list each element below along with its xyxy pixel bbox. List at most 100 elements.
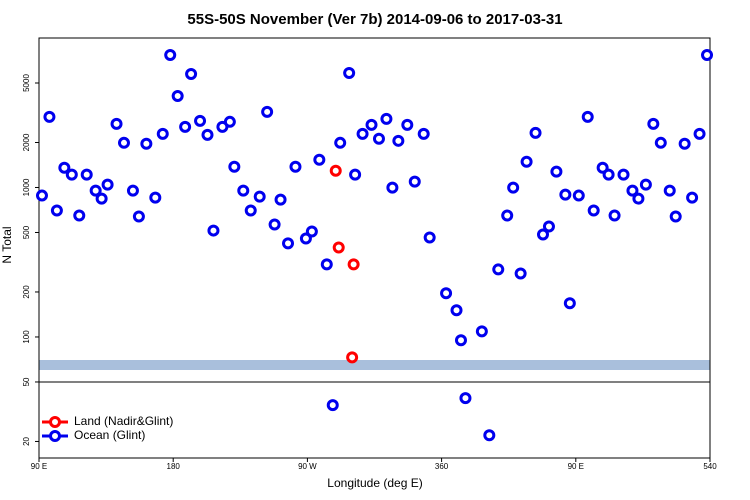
point: [343, 66, 356, 79]
point: [149, 191, 162, 204]
point: [514, 267, 527, 280]
point: [253, 190, 266, 203]
y-tick-label: 100: [22, 330, 31, 344]
point: [228, 160, 241, 173]
point: [305, 225, 318, 238]
point: [194, 114, 207, 127]
point: [450, 304, 463, 317]
y-tick-label: 500: [22, 225, 31, 239]
chart-title: 55S-50S November (Ver 7b) 2014-09-06 to …: [187, 11, 562, 28]
point: [201, 128, 214, 141]
point: [572, 189, 585, 202]
x-tick-label: 180: [167, 462, 181, 471]
point: [550, 165, 563, 178]
point: [95, 192, 108, 205]
point: [492, 263, 505, 276]
point: [268, 218, 281, 231]
point: [632, 192, 645, 205]
point: [423, 231, 436, 244]
point: [244, 204, 257, 217]
point: [171, 89, 184, 102]
y-tick-label: 2000: [22, 133, 31, 151]
point: [117, 136, 130, 149]
legend-marker: [49, 416, 61, 428]
point: [207, 224, 220, 237]
point: [408, 175, 421, 188]
point: [332, 241, 345, 254]
point: [459, 392, 472, 405]
point: [372, 132, 385, 145]
point: [536, 228, 549, 241]
point: [581, 110, 594, 123]
point: [237, 184, 250, 197]
x-tick-label: 90 E: [31, 462, 47, 471]
point: [626, 184, 639, 197]
point: [223, 115, 236, 128]
point: [126, 184, 139, 197]
band: [39, 360, 710, 370]
point: [326, 399, 339, 412]
point: [299, 232, 312, 245]
point: [454, 334, 467, 347]
point: [289, 160, 302, 173]
point: [693, 127, 706, 140]
point: [542, 220, 555, 233]
point: [50, 204, 63, 217]
point: [132, 210, 145, 223]
x-tick-label: 540: [703, 462, 717, 471]
point: [608, 209, 621, 222]
point: [563, 297, 576, 310]
point: [587, 204, 600, 217]
point: [313, 153, 326, 166]
legend-label: Ocean (Glint): [74, 428, 145, 442]
point: [101, 178, 114, 191]
point: [520, 155, 533, 168]
point: [261, 105, 274, 118]
point: [35, 189, 48, 202]
y-tick-label: 20: [22, 436, 31, 445]
point: [602, 168, 615, 181]
point: [617, 168, 630, 181]
point: [678, 137, 691, 150]
point: [58, 161, 71, 174]
point: [529, 126, 542, 139]
x-tick-label: 360: [435, 462, 449, 471]
x-tick-label: 90 E: [568, 462, 584, 471]
point: [320, 258, 333, 271]
point: [43, 110, 56, 123]
point: [507, 181, 520, 194]
point: [156, 127, 169, 140]
point: [701, 49, 714, 62]
y-tick-label: 50: [22, 377, 31, 386]
plot-frame: [38, 37, 711, 459]
x-tick-label: 90 W: [298, 462, 317, 471]
point: [110, 117, 123, 130]
point: [639, 178, 652, 191]
point: [185, 68, 198, 81]
point: [483, 429, 496, 442]
legend-label: Land (Nadir&Glint): [74, 414, 173, 428]
y-tick-label: 5000: [22, 74, 31, 92]
point: [401, 118, 414, 131]
x-axis-label: Longitude (deg E): [327, 476, 422, 490]
point: [140, 137, 153, 150]
point: [329, 164, 342, 177]
y-tick-label: 1000: [22, 178, 31, 196]
legend-marker: [49, 430, 61, 442]
point: [654, 136, 667, 149]
point: [282, 237, 295, 250]
point: [380, 112, 393, 125]
point: [501, 209, 514, 222]
point: [347, 258, 360, 271]
point: [274, 193, 287, 206]
point: [89, 184, 102, 197]
point: [386, 181, 399, 194]
point: [164, 49, 177, 62]
point: [559, 188, 572, 201]
point: [65, 168, 78, 181]
point: [392, 134, 405, 147]
point: [440, 287, 453, 300]
point: [417, 127, 430, 140]
point: [80, 168, 93, 181]
